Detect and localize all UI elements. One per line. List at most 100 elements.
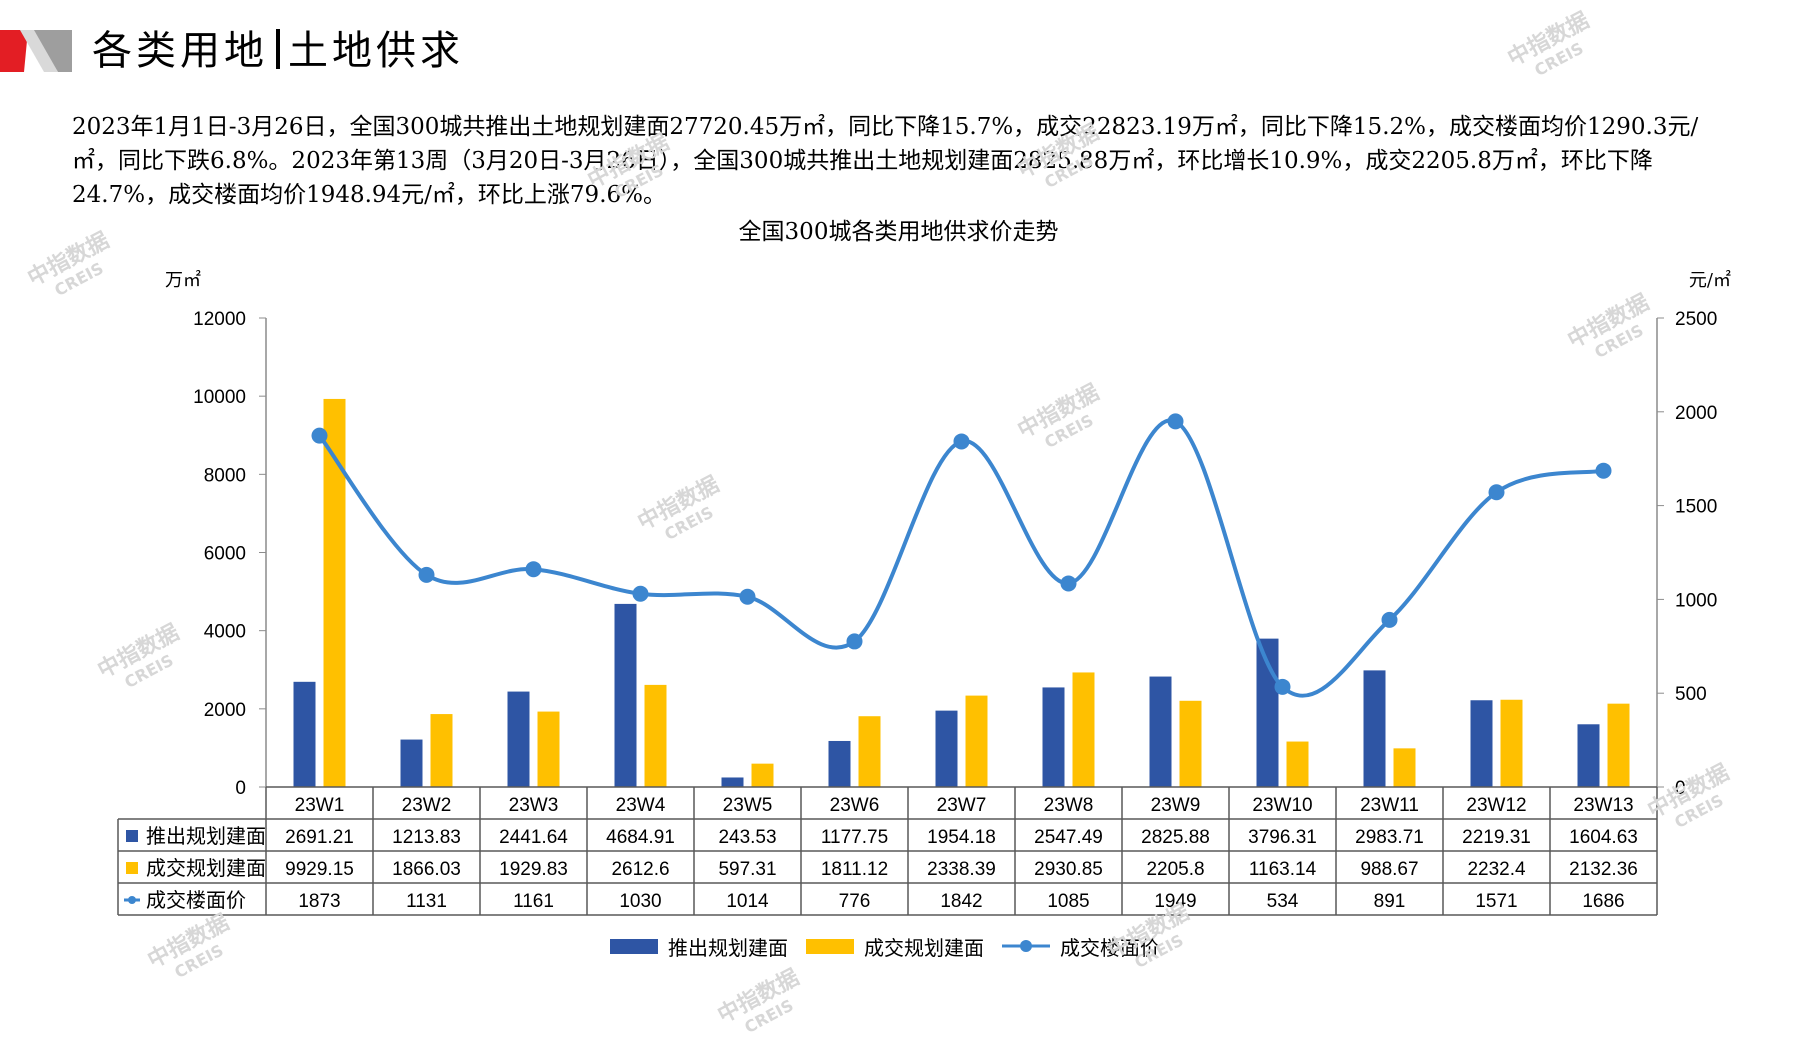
page-title: 各类用地 土地供求	[92, 28, 464, 74]
bar-deal	[1500, 699, 1523, 787]
table-cell: 891	[1374, 891, 1406, 912]
table-cell: 2441.64	[499, 827, 568, 848]
bar-deal	[1607, 703, 1630, 787]
legend-label: 成交楼面价	[1060, 936, 1160, 960]
table-cell: 1163.14	[1249, 859, 1317, 880]
bar-supply	[614, 603, 637, 787]
category-label: 23W8	[1044, 795, 1094, 816]
price-point	[1274, 678, 1291, 695]
price-point	[1381, 611, 1398, 628]
table-cell: 2983.71	[1355, 827, 1424, 848]
right-tick-label: 500	[1675, 684, 1707, 705]
bar-supply	[400, 739, 423, 787]
category-label: 23W10	[1252, 795, 1312, 816]
category-label: 23W6	[830, 795, 880, 816]
table-cell: 2547.49	[1034, 827, 1103, 848]
table-cell: 1686	[1582, 891, 1624, 912]
price-point	[311, 427, 328, 444]
bar-supply	[1149, 676, 1172, 787]
chart-title: 全国300城各类用地供求价走势	[738, 219, 1059, 245]
table-cell: 1213.83	[392, 827, 461, 848]
table-cell: 2205.8	[1146, 859, 1204, 880]
table-cell: 9929.15	[285, 859, 354, 880]
table-cell: 597.31	[718, 859, 776, 880]
price-point	[739, 588, 756, 605]
table-cell: 2232.4	[1467, 859, 1526, 880]
brand-logo	[0, 30, 72, 72]
table-cell: 2825.88	[1141, 827, 1210, 848]
table-cell: 534	[1267, 891, 1299, 912]
bar-deal	[858, 716, 881, 787]
legend-swatch	[806, 939, 854, 954]
bar-deal	[537, 711, 560, 787]
category-label: 23W9	[1151, 795, 1201, 816]
table-cell: 2930.85	[1034, 859, 1103, 880]
right-axis-unit: 元/㎡	[1688, 270, 1731, 291]
table-cell: 1085	[1047, 891, 1089, 912]
left-tick-label: 8000	[204, 465, 246, 486]
table-cell: 1866.03	[392, 859, 461, 880]
table-cell: 4684.91	[606, 827, 675, 848]
table-cell: 1873	[298, 891, 340, 912]
table-cell: 1604.63	[1569, 827, 1638, 848]
summary-text: 2023年1月1日-3月26日，全国300城共推出土地规划建面27720.45万…	[72, 114, 1699, 208]
price-point	[418, 566, 435, 583]
left-tick-label: 6000	[204, 544, 246, 565]
bar-deal	[751, 763, 774, 787]
category-label: 23W12	[1466, 795, 1526, 816]
table-cell: 1571	[1475, 891, 1517, 912]
left-tick-label: 0	[235, 778, 246, 799]
price-point	[953, 433, 970, 450]
category-label: 23W13	[1573, 795, 1633, 816]
price-line	[317, 418, 1604, 698]
table-cell: 2132.36	[1569, 859, 1638, 880]
table-cell: 2219.31	[1462, 827, 1531, 848]
bar-supply	[1577, 724, 1600, 787]
table-key	[128, 896, 136, 904]
table-cell: 1161	[513, 891, 554, 912]
bar-supply	[1363, 670, 1386, 787]
category-label: 23W7	[937, 795, 987, 816]
bar-supply	[935, 710, 958, 787]
right-tick-label: 2500	[1675, 309, 1717, 330]
category-label: 23W4	[616, 795, 666, 816]
table-cell: 1131	[406, 891, 447, 912]
table-row-label: 成交规划建面	[146, 856, 266, 880]
category-label: 23W2	[402, 795, 452, 816]
bar-deal	[1179, 700, 1202, 787]
title-divider	[276, 29, 280, 69]
bar-deal	[1286, 741, 1309, 787]
bar-supply	[828, 740, 851, 787]
table-row-label: 成交楼面价	[146, 888, 246, 912]
table-cell: 243.53	[718, 827, 776, 848]
category-label: 23W3	[509, 795, 559, 816]
price-point	[846, 633, 863, 650]
table-cell: 2612.6	[611, 859, 669, 880]
table-cell: 1954.18	[927, 827, 996, 848]
table-cell: 2338.39	[927, 859, 996, 880]
table-cell: 1842	[940, 891, 982, 912]
bar-deal	[1072, 672, 1095, 787]
price-point	[1060, 575, 1077, 592]
price-point	[632, 585, 649, 602]
price-point	[525, 561, 542, 578]
table-cell: 3796.31	[1248, 827, 1317, 848]
bar-supply	[721, 777, 744, 787]
table-cell: 988.67	[1360, 859, 1418, 880]
bar-supply	[293, 681, 316, 787]
bar-deal	[1393, 748, 1416, 787]
category-label: 23W1	[295, 795, 345, 816]
combo-chart: 0 2000 4000 6000 8000 10000 12000 0 500 1000 1500 2…	[117, 309, 1717, 960]
legend-label: 成交规划建面	[864, 936, 984, 960]
bar-deal	[323, 398, 346, 787]
bar-supply	[507, 691, 530, 787]
right-tick-label: 1000	[1675, 590, 1717, 611]
bar-deal	[965, 695, 988, 787]
right-tick-label: 1500	[1675, 497, 1717, 518]
category-label: 23W11	[1360, 795, 1419, 816]
right-tick-label: 2000	[1675, 403, 1717, 424]
table-cell: 1030	[619, 891, 661, 912]
category-label: 23W5	[723, 795, 773, 816]
table-cell: 1949	[1154, 891, 1196, 912]
legend-swatch	[1020, 940, 1032, 952]
